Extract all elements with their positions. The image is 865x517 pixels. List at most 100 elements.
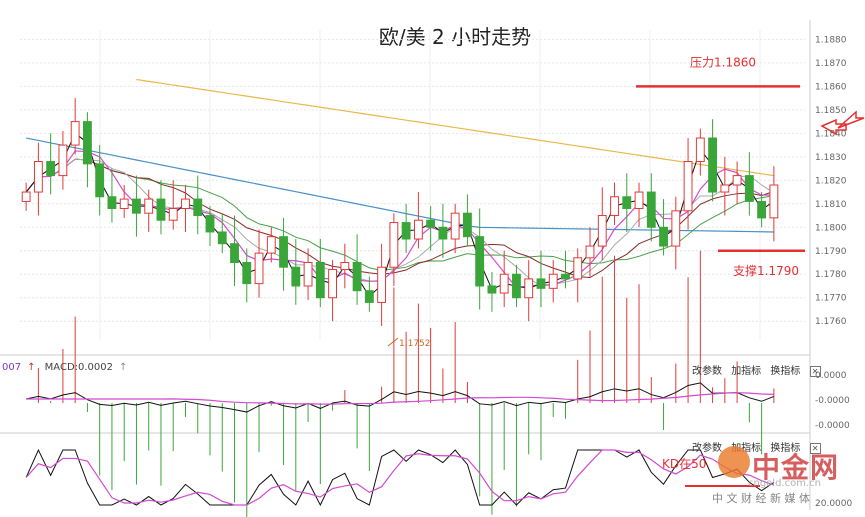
candle-body [230, 243, 239, 264]
candle-body [364, 290, 374, 303]
macd-toolbar: 改参数 加指标 换指标 ✕ [692, 362, 827, 377]
candle-body [744, 175, 754, 202]
price-tick-label: 1.1860 [815, 82, 847, 92]
price-tick-label: 1.1830 [815, 153, 847, 163]
price-tick-label: 1.1800 [815, 223, 847, 233]
macd-panel: 0.0000 -0.0000 -0.0000 [26, 250, 850, 517]
resistance-label: 压力1.1860 [690, 55, 756, 69]
candle-body [291, 266, 301, 287]
watermark-brand: 中金网 [752, 451, 840, 484]
candle-body [95, 163, 105, 198]
price-tick-label: 1.1780 [815, 270, 847, 280]
candle-body [585, 245, 595, 259]
macd-close-icon[interactable]: ✕ [809, 366, 821, 377]
candle-body [107, 196, 117, 209]
candle-body [352, 262, 362, 292]
watermark-tagline: 中 文 财 经 新 媒 体 [712, 492, 810, 505]
ma-mid-line [26, 137, 774, 233]
candle-body [536, 278, 546, 289]
kd-tick-label: 20.0000 [815, 499, 852, 509]
macd-add-indicator[interactable]: 加指标 [731, 366, 762, 377]
candle-body [156, 198, 166, 221]
candle-body [499, 273, 509, 294]
candle-body [720, 184, 730, 193]
candle-body [119, 198, 129, 209]
candle-body [475, 236, 485, 287]
candle-body [646, 191, 656, 228]
macd-edit-params[interactable]: 改参数 [692, 366, 722, 377]
macd-tick-label: -0.0000 [815, 396, 850, 406]
kd-toolbar: 改参数 加指标 换指标 ✕ [692, 439, 827, 454]
moving-averages [25, 78, 775, 298]
watermark-logo [718, 446, 750, 478]
kd-edit-params[interactable]: 改参数 [692, 443, 722, 454]
candle-body [695, 137, 705, 163]
price-tick-label: 1.1760 [815, 317, 847, 327]
low-marker-label: 1.1752 [399, 339, 431, 349]
kd-add-indicator[interactable]: 加指标 [731, 443, 762, 454]
macd-header: 007 ↑ MACD:0.0002 ↑ [2, 362, 133, 373]
candle-body [438, 226, 448, 240]
candle-body [757, 200, 767, 219]
macd-prefix: 007 [2, 362, 22, 373]
arrow-up-icon: ↑ [119, 362, 128, 373]
candle-body [82, 121, 92, 165]
candle-body [328, 269, 338, 299]
candle-body [634, 191, 644, 209]
candle-body [21, 191, 31, 202]
candle-body [426, 219, 436, 228]
kd-annotation: KD在50 [662, 457, 706, 471]
candle-body [659, 226, 668, 247]
candle-body [242, 262, 252, 285]
candle-body [340, 262, 350, 271]
ma-slow-line [136, 78, 774, 177]
candle-body [193, 198, 203, 217]
candle-body [561, 273, 570, 280]
support-resistance: 压力1.1860 支撑1.1790 1.1752 [387, 55, 865, 349]
price-tick-label: 1.1810 [815, 200, 847, 210]
low-marker-arrow [387, 337, 399, 347]
candle-body [217, 231, 227, 245]
price-tick-label: 1.1820 [815, 176, 847, 186]
candle-body [46, 161, 56, 177]
grid-lines [0, 20, 811, 510]
candle-body [462, 212, 472, 238]
candle-body [303, 262, 313, 287]
candle-body [181, 198, 190, 209]
price-tick-label: 1.1850 [815, 106, 847, 116]
macd-switch-indicator[interactable]: 换指标 [770, 366, 801, 377]
candle-body [512, 273, 521, 299]
candle-body [450, 212, 460, 240]
candle-body [610, 196, 619, 217]
candle-body [413, 219, 423, 240]
arrow-left-icon [820, 118, 847, 136]
candle-body [683, 161, 693, 212]
candle-body [548, 273, 558, 289]
candle-body [377, 266, 387, 303]
candle-body [279, 236, 288, 268]
kd-k-line [25, 448, 775, 507]
candle-body [58, 144, 68, 177]
candle-body [487, 285, 497, 294]
candle-body [266, 236, 276, 254]
candle-body [524, 278, 534, 299]
candle-body [732, 175, 742, 186]
candle-body [769, 184, 779, 219]
watermark-site: cngold.com.cn [748, 478, 821, 489]
support-label: 支撑1.1790 [733, 263, 799, 278]
macd-label: MACD:0.0002 [44, 362, 114, 373]
kd-switch-indicator[interactable]: 换指标 [770, 443, 801, 454]
candle-body [389, 222, 399, 268]
price-tick-label: 1.1770 [815, 294, 847, 304]
kd-panel: 20.0000 KD在50 [25, 448, 852, 509]
price-tick-label: 1.1790 [815, 247, 847, 257]
candle-body [144, 198, 154, 214]
price-tick-label: 1.1840 [815, 129, 847, 139]
candle-body [708, 137, 718, 193]
candle-body [401, 222, 411, 240]
price-axis: 1.1880 1.1870 1.1860 1.1850 1.1840 1.1830 1.18… [815, 35, 847, 327]
candle-body [132, 198, 141, 214]
candle-body [168, 207, 178, 221]
kd-close-icon[interactable]: ✕ [809, 443, 821, 454]
